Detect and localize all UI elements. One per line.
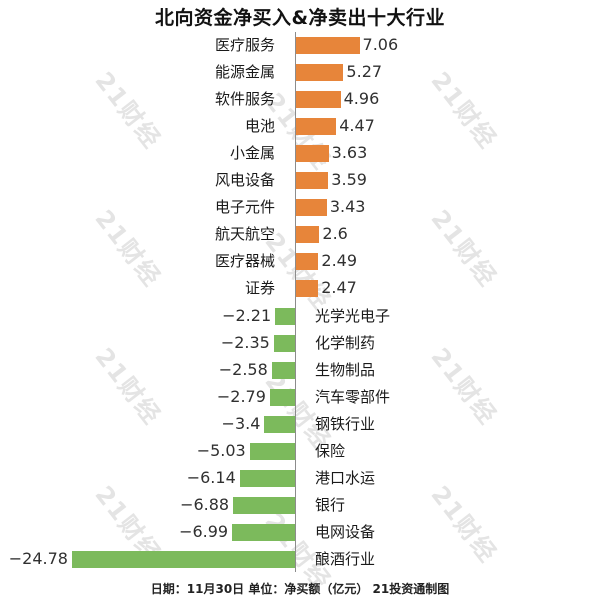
bar-negative [239,469,295,487]
value-label: 4.96 [343,89,380,109]
category-label: 医疗器械 [214,252,275,271]
value-label: −5.03 [196,440,246,460]
value-label: −2.79 [216,386,266,406]
zero-axis-line [295,32,296,572]
category-label: 电子元件 [214,198,275,217]
value-label: −6.14 [186,467,236,487]
value-label: 3.59 [331,170,367,190]
value-label: −6.99 [179,521,229,541]
value-label: 5.27 [346,62,383,82]
category-label: 银行 [315,495,346,514]
bar-negative [71,550,295,568]
value-label: −6.88 [180,494,230,514]
value-label: 2.6 [322,224,348,244]
bar-positive [296,280,319,298]
category-label: 航天航空 [214,225,275,244]
value-label: 3.43 [329,197,366,217]
value-label: 7.06 [362,35,399,54]
value-label: 2.47 [321,278,357,298]
value-label: 4.47 [339,116,375,136]
bar-positive [296,199,327,217]
category-label: 酿酒行业 [315,549,376,568]
category-label: 汽车零部件 [315,387,391,406]
value-label: 3.63 [331,143,368,163]
category-label: 光学光电子 [315,306,391,325]
bar-negative [269,388,295,406]
bar-positive [296,172,329,190]
chart-footnote: 日期：11月30日 单位：净买额（亿元） 21投资通制图 [150,582,450,596]
bar-negative [264,415,295,433]
category-label: 医疗服务 [214,36,275,54]
category-label: 小金属 [229,144,275,163]
bar-negative [232,523,295,541]
bar-negative [271,361,295,379]
bar-positive [296,118,337,136]
bar-negative [249,442,295,460]
bar-positive [296,37,360,54]
bar-negative [275,307,295,325]
category-label: 电池 [244,117,275,136]
value-label: −24.78 [8,548,68,568]
category-label: 能源金属 [214,63,275,82]
category-label: 电网设备 [315,522,376,541]
category-label: 风电设备 [214,171,275,190]
category-label: 钢铁行业 [315,414,376,433]
bar-negative [233,496,295,514]
category-label: 化学制药 [315,333,376,352]
bar-positive [296,253,319,271]
bar-positive [296,64,344,82]
bar-negative [273,334,295,352]
value-label: 2.49 [321,251,358,271]
chart-title: 北向资金净买入&净卖出十大行业 [154,7,446,29]
value-label: −2.58 [218,359,268,379]
bar-positive [296,145,329,163]
category-label: 证券 [244,279,275,298]
value-label: −2.21 [222,305,272,325]
category-label: 港口水运 [315,468,376,487]
bar-positive [296,226,320,244]
bar-positive [296,91,341,109]
category-label: 软件服务 [214,90,275,109]
value-label: −2.35 [220,332,270,352]
category-label: 保险 [315,441,346,460]
value-label: −3.4 [221,413,261,433]
category-label: 生物制品 [315,360,376,379]
